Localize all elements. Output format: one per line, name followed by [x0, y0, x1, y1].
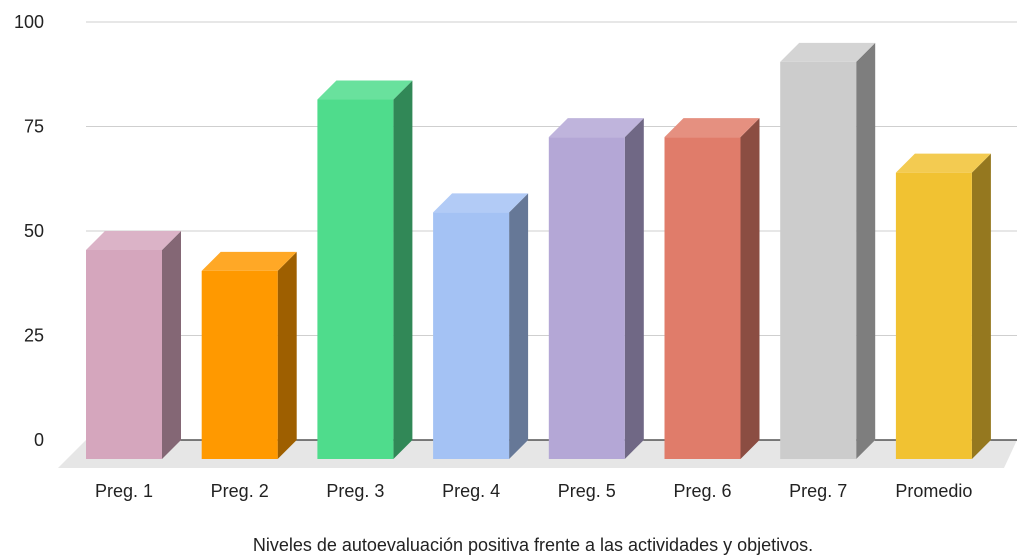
bar-7: [780, 42, 876, 460]
bar-front-face: [780, 61, 857, 460]
bar-top-face: [201, 251, 297, 271]
bar-top-face: [895, 153, 991, 173]
bar-5: [548, 118, 644, 459]
bar-side-face: [856, 42, 876, 460]
bar-front-face: [317, 99, 394, 460]
bar-4: [433, 193, 529, 459]
bar-top-face: [780, 42, 876, 62]
x-category-label: Preg. 2: [211, 481, 269, 501]
bar-top-face: [548, 118, 644, 138]
x-category-label: Preg. 1: [95, 481, 153, 501]
x-category-label: Preg. 7: [789, 481, 847, 501]
bar-side-face: [740, 118, 760, 459]
bar-front-face: [433, 212, 510, 459]
x-category-label: Preg. 6: [673, 481, 731, 501]
bar-8: [895, 153, 991, 460]
bar-front-face: [548, 137, 625, 459]
floor-plane: [58, 440, 1017, 468]
bar-front-face: [86, 250, 162, 459]
bar-side-face: [162, 231, 181, 459]
x-category-label: Preg. 4: [442, 481, 500, 501]
bar-1: [86, 231, 181, 459]
bar-front-face: [664, 137, 741, 459]
bar-front-face: [201, 270, 278, 459]
bar-side-face: [509, 193, 529, 459]
bar-side-face: [624, 118, 644, 459]
bar-top-face: [317, 80, 413, 100]
bar-2: [201, 251, 297, 459]
y-tick-label-50: 50: [24, 221, 44, 241]
y-tick-label-75: 75: [24, 117, 44, 137]
x-category-label: Preg. 5: [558, 481, 616, 501]
y-tick-label-0: 0: [34, 430, 44, 450]
bar-top-face: [86, 231, 181, 250]
bar-6: [664, 118, 760, 459]
bar-top-face: [664, 118, 760, 138]
y-tick-label-100: 100: [14, 12, 44, 32]
bar-front-face: [895, 172, 972, 460]
x-axis-label: Niveles de autoevaluación positiva frent…: [253, 535, 813, 555]
bars: [86, 42, 991, 460]
bar-side-face: [277, 251, 297, 459]
x-category-label: Promedio: [895, 481, 972, 501]
bar-3: [317, 80, 413, 460]
y-tick-label-25: 25: [24, 326, 44, 346]
x-axis-categories: Preg. 1 Preg. 2 Preg. 3 Preg. 4 Preg. 5 Preg.…: [95, 481, 972, 501]
chart-floor: [58, 440, 1017, 468]
bar-side-face: [393, 80, 413, 460]
bar-top-face: [433, 193, 529, 213]
bar-side-face: [971, 153, 991, 460]
x-category-label: Preg. 3: [326, 481, 384, 501]
y-axis-ticks: 0 25 50 75 100: [14, 12, 44, 450]
